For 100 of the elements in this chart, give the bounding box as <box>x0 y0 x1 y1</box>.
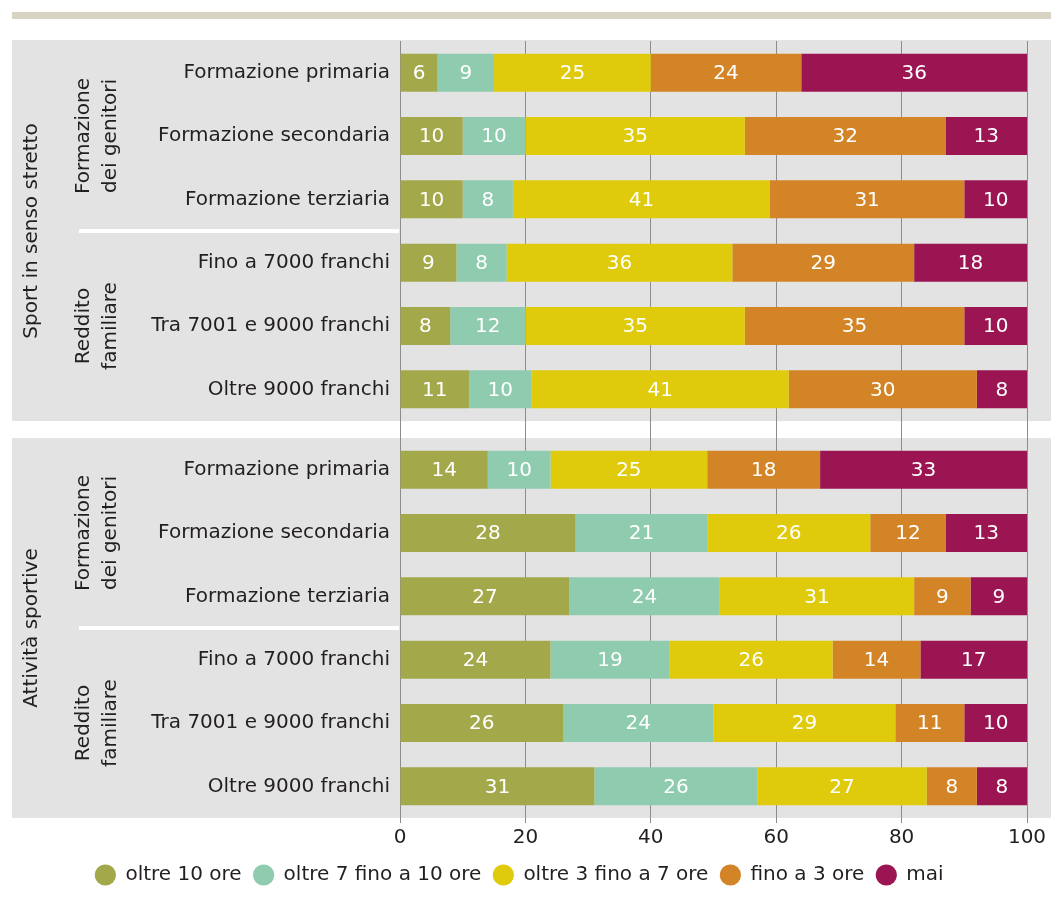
bar <box>450 307 526 345</box>
bar <box>506 243 733 282</box>
data-label: 10 <box>506 456 532 481</box>
data-label: 27 <box>829 773 855 798</box>
bar <box>563 704 714 742</box>
data-label: 24 <box>631 583 658 608</box>
bar <box>914 243 1027 282</box>
bar <box>487 450 551 489</box>
data-label: 24 <box>462 646 489 671</box>
bar <box>400 53 438 92</box>
bar <box>400 450 488 489</box>
bar <box>575 514 708 552</box>
bar <box>400 577 570 616</box>
legend-label: oltre 3 fino a 7 ore <box>523 861 709 886</box>
data-label: 8 <box>945 773 959 798</box>
data-label: 14 <box>431 456 457 481</box>
data-label: 9 <box>422 249 435 274</box>
data-label: 9 <box>992 583 1006 608</box>
bar <box>456 243 507 282</box>
bar <box>920 640 1027 679</box>
bar <box>494 53 651 92</box>
data-label: 26 <box>776 520 802 545</box>
bar <box>400 180 463 219</box>
y-axis-title: Sport in senso stretto <box>18 123 43 339</box>
x-tick-label: 100 <box>1007 824 1047 849</box>
data-label: 28 <box>475 520 501 545</box>
y-tick-label: Formazione terziaria <box>185 185 390 210</box>
bar <box>650 53 802 92</box>
y-tick-label: Tra 7001 e 9000 franchi <box>150 312 390 337</box>
data-label: 26 <box>738 646 764 671</box>
bar <box>400 704 564 742</box>
bar <box>550 640 670 679</box>
bar <box>757 767 927 806</box>
data-label: 13 <box>973 123 999 148</box>
bar <box>964 307 1027 345</box>
bar <box>400 307 451 345</box>
bar <box>669 640 833 679</box>
data-label: 24 <box>713 59 739 84</box>
x-tick-label: 60 <box>763 824 789 849</box>
bar <box>970 577 1027 616</box>
legend-label: fino a 3 ore <box>750 861 865 886</box>
data-label: 17 <box>960 646 987 671</box>
data-label: 13 <box>973 520 999 545</box>
data-label: 9 <box>935 583 949 608</box>
y-tick-label: Fino a 7000 franchi <box>197 645 390 670</box>
data-label: 29 <box>791 710 818 735</box>
bar <box>788 370 977 409</box>
data-label: 21 <box>628 520 655 545</box>
y-tick-label: Tra 7001 e 9000 franchi <box>150 709 390 734</box>
data-label: 6 <box>412 59 426 84</box>
bar <box>594 767 758 806</box>
y-tick-label: Fino a 7000 franchi <box>197 248 390 273</box>
bar <box>870 514 946 552</box>
bar <box>400 370 469 409</box>
bar <box>744 307 965 345</box>
bar <box>400 640 551 679</box>
bar <box>400 767 595 806</box>
y-tick-label: Formazione secondaria <box>158 519 390 544</box>
data-label: 26 <box>469 710 495 735</box>
text: Formazione dei genitori <box>69 475 121 591</box>
x-tick-label: 80 <box>888 824 915 849</box>
data-label: 35 <box>841 313 868 338</box>
x-tick-label: 20 <box>512 824 539 849</box>
data-label: 36 <box>606 249 633 274</box>
text: Reddito familiare <box>69 679 121 767</box>
data-label: 31 <box>484 773 511 798</box>
y-tick-label: Formazione secondaria <box>158 122 390 147</box>
text: Reddito familiare <box>69 282 121 370</box>
data-label: 8 <box>481 186 495 211</box>
data-label: 18 <box>750 456 777 481</box>
y-tick-label: Formazione primaria <box>183 455 390 480</box>
y-tick-label: Oltre 9000 franchi <box>207 375 390 400</box>
data-label: 9 <box>459 59 473 84</box>
data-label: 35 <box>622 313 648 338</box>
data-label: 10 <box>418 186 445 211</box>
data-label: 8 <box>995 376 1009 401</box>
bar <box>525 307 745 345</box>
bar <box>732 243 915 282</box>
bar <box>531 370 789 409</box>
bar <box>400 117 463 155</box>
bar <box>820 450 1027 489</box>
legend-label: oltre 7 fino a 10 ore <box>283 861 482 886</box>
data-label: 10 <box>982 710 1009 735</box>
legend-label: oltre 10 ore <box>125 861 242 886</box>
bar <box>569 577 720 616</box>
bar <box>550 450 708 489</box>
data-label: 10 <box>982 186 1009 211</box>
bar <box>744 117 946 155</box>
y-axis-title: Attività sportive <box>18 548 43 708</box>
bar <box>964 180 1027 219</box>
data-label: 11 <box>917 710 943 735</box>
bar <box>468 370 532 409</box>
bar <box>926 767 977 806</box>
bar <box>895 704 965 742</box>
bar <box>512 180 770 219</box>
bar <box>801 53 1027 92</box>
y-tick-label: Oltre 9000 franchi <box>207 772 390 797</box>
y-tick-label: Formazione terziaria <box>185 582 390 607</box>
data-label: 35 <box>622 123 648 148</box>
bar <box>437 53 495 92</box>
